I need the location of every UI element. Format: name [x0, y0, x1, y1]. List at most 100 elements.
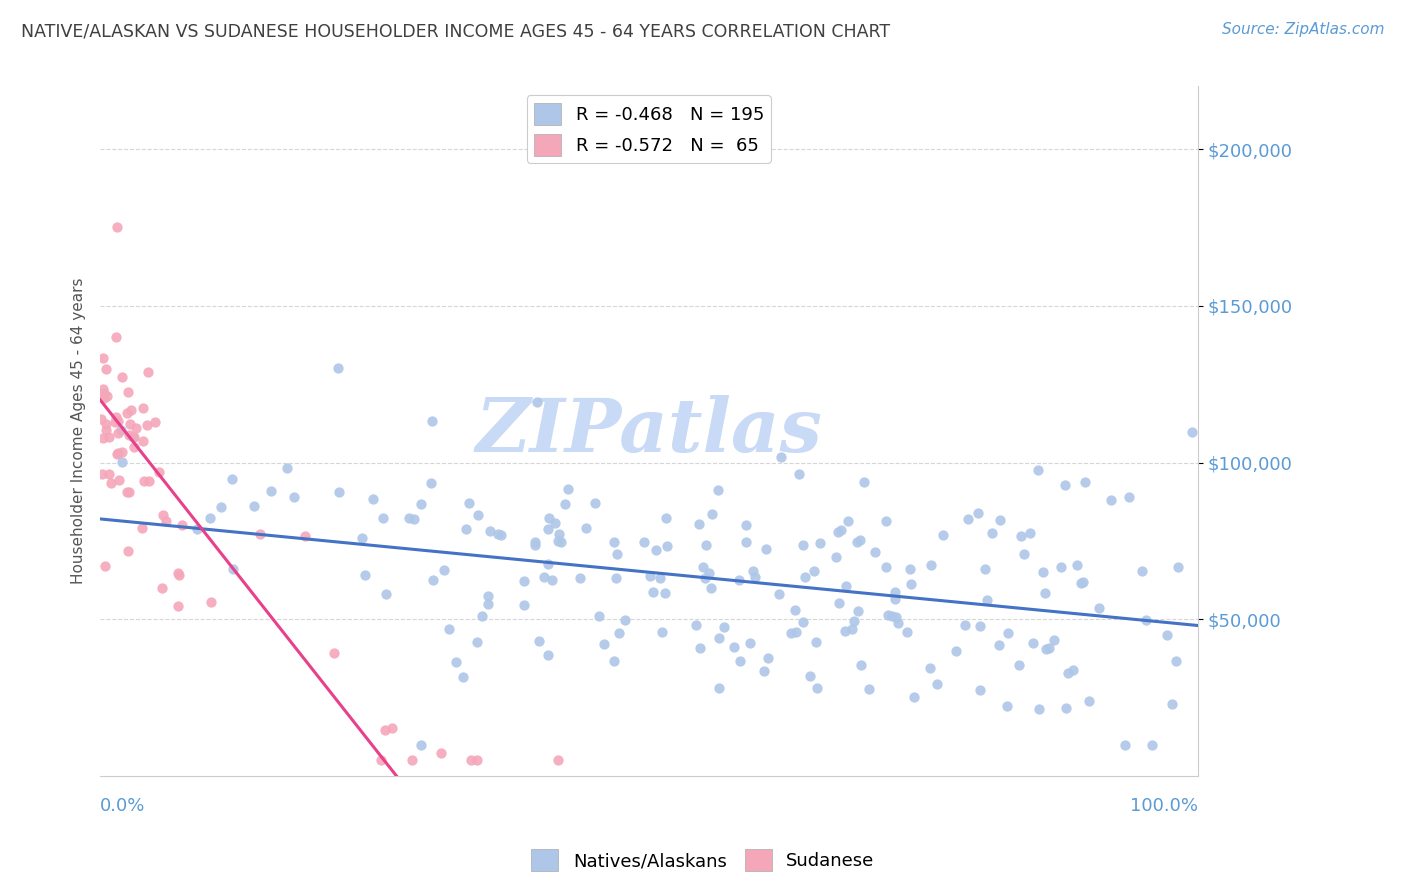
Point	[200, 595, 222, 609]
Point	[592, 637, 614, 651]
Point	[135, 418, 157, 433]
Point	[945, 644, 967, 658]
Point	[489, 527, 512, 541]
Point	[557, 482, 579, 496]
Point	[728, 654, 751, 668]
Point	[91, 383, 114, 397]
Point	[105, 220, 128, 235]
Point	[1066, 558, 1088, 573]
Point	[654, 511, 676, 525]
Point	[837, 514, 859, 528]
Point	[883, 585, 905, 599]
Point	[457, 496, 479, 510]
Point	[1135, 613, 1157, 627]
Point	[371, 510, 394, 524]
Point	[1160, 697, 1182, 711]
Point	[997, 625, 1019, 640]
Point	[852, 475, 875, 489]
Point	[544, 516, 567, 530]
Point	[654, 586, 676, 600]
Point	[131, 434, 153, 448]
Point	[353, 568, 375, 582]
Point	[541, 573, 564, 587]
Point	[707, 681, 730, 695]
Point	[707, 483, 730, 498]
Point	[603, 534, 626, 549]
Point	[115, 406, 138, 420]
Point	[465, 634, 488, 648]
Point	[100, 476, 122, 491]
Point	[884, 610, 907, 624]
Point	[987, 638, 1010, 652]
Point	[692, 560, 714, 574]
Point	[467, 508, 489, 522]
Point	[107, 446, 129, 460]
Point	[1070, 576, 1092, 591]
Point	[136, 365, 159, 379]
Point	[875, 560, 897, 574]
Text: ZIPatlas: ZIPatlas	[475, 395, 823, 467]
Point	[846, 535, 869, 549]
Point	[903, 690, 925, 704]
Point	[1035, 642, 1057, 657]
Point	[588, 609, 610, 624]
Point	[249, 526, 271, 541]
Point	[512, 598, 534, 612]
Point	[655, 539, 678, 553]
Point	[477, 589, 499, 603]
Point	[735, 517, 758, 532]
Point	[104, 329, 127, 343]
Point	[723, 640, 745, 654]
Point	[1010, 529, 1032, 543]
Point	[1140, 738, 1163, 752]
Legend: R = -0.468   N = 195, R = -0.572   N =  65: R = -0.468 N = 195, R = -0.572 N = 65	[527, 95, 770, 163]
Point	[150, 581, 173, 595]
Point	[803, 564, 825, 578]
Point	[294, 529, 316, 543]
Point	[834, 579, 856, 593]
Point	[769, 450, 792, 465]
Point	[875, 514, 897, 528]
Point	[523, 534, 546, 549]
Point	[633, 534, 655, 549]
Point	[409, 738, 432, 752]
Point	[900, 577, 922, 591]
Point	[585, 496, 607, 510]
Point	[138, 475, 160, 489]
Point	[713, 620, 735, 634]
Point	[94, 417, 117, 432]
Point	[744, 569, 766, 583]
Point	[956, 512, 979, 526]
Point	[148, 465, 170, 479]
Point	[793, 570, 815, 584]
Point	[1054, 701, 1077, 715]
Point	[830, 523, 852, 537]
Point	[842, 615, 865, 629]
Point	[381, 721, 404, 735]
Point	[976, 592, 998, 607]
Point	[1028, 463, 1050, 477]
Point	[107, 447, 129, 461]
Point	[170, 517, 193, 532]
Point	[1073, 574, 1095, 589]
Point	[122, 430, 145, 444]
Point	[918, 660, 941, 674]
Point	[90, 411, 112, 425]
Point	[398, 510, 420, 524]
Point	[471, 608, 494, 623]
Point	[1021, 636, 1043, 650]
Point	[695, 571, 717, 585]
Point	[648, 571, 671, 585]
Point	[363, 492, 385, 507]
Point	[488, 527, 510, 541]
Text: NATIVE/ALASKAN VS SUDANESE HOUSEHOLDER INCOME AGES 45 - 64 YEARS CORRELATION CHA: NATIVE/ALASKAN VS SUDANESE HOUSEHOLDER I…	[21, 22, 890, 40]
Point	[404, 512, 426, 526]
Point	[1038, 640, 1060, 655]
Point	[1008, 657, 1031, 672]
Point	[143, 415, 166, 429]
Point	[420, 476, 443, 491]
Point	[328, 485, 350, 500]
Legend: Natives/Alaskans, Sudanese: Natives/Alaskans, Sudanese	[524, 842, 882, 879]
Point	[477, 597, 499, 611]
Point	[638, 568, 661, 582]
